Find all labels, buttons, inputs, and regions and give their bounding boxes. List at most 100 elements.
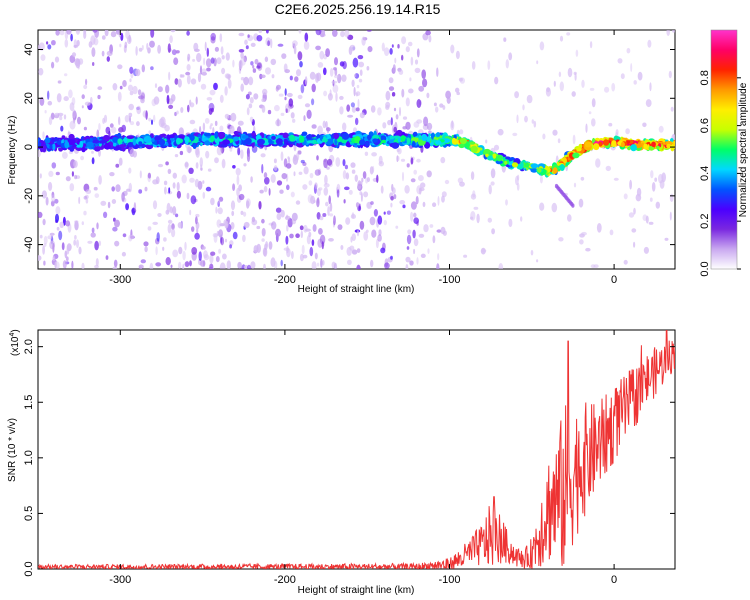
spectrogram-speckle (457, 177, 464, 184)
spectrogram-speckle (189, 260, 192, 267)
spectrogram-speckle (64, 250, 68, 259)
spectrogram-speckle (571, 91, 576, 97)
spectrogram-speckle (426, 122, 433, 131)
spectrogram-speckle (59, 221, 64, 228)
spectrogram-speckle (194, 232, 200, 240)
spectrogram-speckle (432, 235, 436, 244)
spectrogram-speckle (613, 177, 619, 181)
spectrogram-speckle (414, 67, 421, 74)
spectrogram-speckle (42, 245, 45, 255)
spectrogram-speckle (405, 46, 410, 53)
spectrogram-ridge-cell (489, 152, 493, 156)
spectrogram-speckle (155, 262, 162, 267)
spectrogram-speckle (203, 57, 206, 66)
spectrogram-speckle (366, 201, 373, 210)
spectrogram-speckle (287, 217, 293, 228)
spectrogram-speckle (210, 32, 216, 41)
spectrogram-ridge-cell (562, 157, 567, 164)
spectrogram-ridge-cell (123, 136, 128, 144)
spectrogram-ridge-cell (210, 135, 215, 143)
spectrogram-speckle (41, 190, 48, 199)
spectrogram-speckle (214, 120, 218, 126)
spectrogram-speckle (113, 259, 118, 268)
spectrogram-speckle (157, 86, 163, 93)
y-tick-label: 1.0 (23, 450, 35, 465)
spectrogram-speckle (205, 186, 212, 192)
spectrogram-speckle (354, 73, 357, 78)
spectrogram-speckle (327, 206, 330, 216)
spectrogram-speckle (167, 43, 171, 53)
spectrogram-speckle (104, 30, 109, 37)
spectrogram-speckle (342, 159, 346, 167)
spectrogram-speckle (395, 114, 399, 120)
spectrogram-speckle (165, 84, 170, 94)
spectrogram-ridge-cell (428, 133, 431, 137)
spectrogram-speckle (78, 58, 84, 65)
spectrogram-speckle (74, 235, 77, 240)
spectrogram-speckle (444, 179, 450, 185)
spectrogram-speckle (650, 170, 654, 179)
spectrogram-speckle (493, 144, 500, 151)
spectrogram-ridge-cell (198, 138, 202, 142)
spectrogram-ridge-cell (372, 138, 378, 143)
spectrogram-speckle (69, 102, 75, 112)
spectrogram-speckle (488, 184, 492, 195)
spectrogram-speckle (633, 241, 636, 248)
spectrogram-ridge-cell (393, 135, 401, 139)
spectrogram-speckle (90, 96, 93, 104)
spectrogram-ridge-cell (275, 138, 283, 145)
spectrogram-speckle (206, 67, 211, 72)
spectrogram-speckle (470, 216, 474, 220)
spectrogram-speckle (397, 44, 400, 49)
spectrogram-speckle (370, 105, 376, 113)
spectrogram-ridge-cell (169, 134, 175, 139)
spectrogram-speckle (198, 258, 203, 266)
spectrogram-speckle (365, 229, 369, 233)
spectrogram-speckle (344, 30, 350, 38)
spectrogram-speckle (402, 116, 408, 120)
spectrogram-speckle (261, 98, 266, 103)
spectrogram-speckle (261, 105, 266, 113)
spectrogram-speckle (129, 90, 134, 96)
spectrogram-speckle (184, 261, 190, 268)
spectrogram-ridge-cell (341, 132, 350, 140)
spectrogram-speckle (56, 93, 62, 103)
spectrogram-speckle (323, 187, 329, 196)
spectrogram-ridge-cell (289, 134, 296, 142)
spectrogram-speckle (81, 221, 85, 226)
spectrogram-speckle (413, 217, 420, 224)
spectrogram-speckle (536, 60, 539, 65)
spectrogram-speckle (413, 248, 416, 255)
spectrogram-speckle (230, 112, 237, 122)
spectrogram-speckle (273, 165, 278, 171)
spectrogram-ridge-cell (389, 135, 394, 141)
spectrogram-speckle (350, 162, 356, 168)
spectrogram-speckle (219, 125, 224, 132)
spectrogram-ridge-cell (316, 134, 320, 140)
spectrogram-speckle (181, 128, 184, 133)
spectrogram-speckle (347, 259, 352, 265)
spectrogram-speckle (110, 31, 117, 38)
spectrogram-ridge-cell (176, 137, 181, 145)
spectrogram-speckle (55, 206, 61, 215)
spectrogram-ridge-cell (143, 135, 152, 144)
spectrogram-speckle (180, 107, 184, 113)
spectrogram-speckle (81, 105, 84, 109)
spectrogram-speckle (348, 189, 353, 195)
y-tick-label: -20 (23, 188, 35, 204)
spectrogram-speckle (186, 192, 190, 200)
spectrogram-speckle (220, 46, 224, 55)
spectrogram-speckle (54, 261, 60, 269)
spectrogram-speckle (385, 90, 391, 101)
spectrogram-ridge-cell (372, 134, 379, 140)
spectrogram-tail-cell (571, 203, 575, 208)
spectrogram-ridge-cell (611, 140, 617, 148)
spectrogram-speckle (300, 84, 305, 94)
spectrogram-speckle (200, 83, 207, 90)
spectrogram-speckle (249, 116, 254, 123)
spectrogram-ridge-cell (103, 142, 111, 150)
spectrogram-speckle (164, 186, 167, 195)
spectrogram-speckle (261, 227, 266, 237)
spectrogram-speckle (526, 94, 533, 104)
colorbar-tick-label: 0.8 (699, 70, 711, 85)
